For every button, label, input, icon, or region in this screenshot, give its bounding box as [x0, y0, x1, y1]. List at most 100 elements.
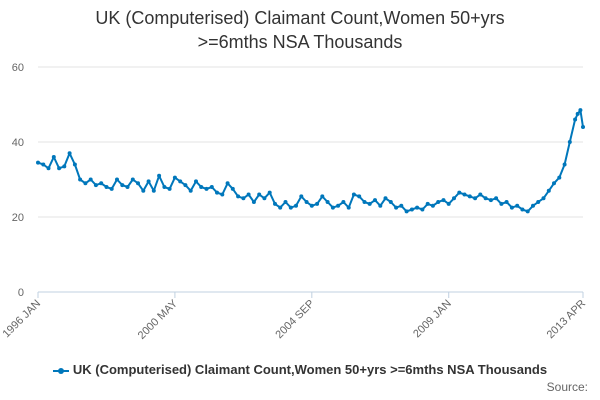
data-point: [278, 205, 283, 210]
data-point: [104, 185, 109, 189]
data-point: [362, 200, 367, 204]
legend-series-label: UK (Computerised) Claimant Count,Women 5…: [72, 362, 548, 377]
data-point: [157, 173, 162, 178]
data-point: [383, 196, 388, 201]
y-tick-label: 40: [12, 137, 24, 149]
data-point: [172, 175, 177, 180]
data-point: [536, 200, 541, 204]
data-point: [225, 181, 230, 186]
data-point: [499, 201, 504, 206]
data-point: [67, 151, 72, 156]
data-point: [457, 190, 462, 195]
data-point: [483, 196, 488, 201]
data-point: [83, 181, 88, 186]
data-point: [562, 162, 567, 167]
data-point: [230, 186, 235, 191]
data-point: [509, 205, 514, 210]
data-point: [436, 200, 441, 204]
data-point: [251, 200, 256, 204]
data-point: [373, 198, 377, 203]
data-point: [36, 160, 40, 165]
data-point: [178, 179, 183, 184]
data-point: [109, 186, 114, 191]
chart-title-line-1: UK (Computerised) Claimant Count,Women 5…: [95, 8, 505, 28]
data-point: [520, 207, 525, 212]
chart-title: UK (Computerised) Claimant Count,Women 5…: [0, 6, 600, 54]
data-point: [125, 185, 130, 189]
data-point: [504, 200, 509, 204]
data-point: [41, 162, 46, 167]
data-point: [581, 125, 585, 129]
data-point: [409, 207, 414, 212]
data-point: [525, 209, 530, 214]
data-point: [273, 201, 277, 206]
data-point: [330, 205, 335, 210]
x-tick-label: 2013 APR: [545, 298, 589, 342]
data-point: [167, 186, 172, 191]
data-point: [204, 186, 209, 191]
data-point: [404, 209, 409, 214]
data-point: [72, 162, 77, 167]
data-point: [573, 117, 578, 122]
data-point: [351, 192, 356, 197]
data-point: [78, 177, 83, 182]
data-point: [557, 175, 562, 180]
data-point: [462, 192, 467, 197]
data-point: [141, 188, 146, 193]
data-point: [209, 185, 214, 189]
data-point: [146, 179, 151, 184]
data-point: [494, 196, 499, 201]
data-point: [394, 205, 399, 210]
data-point: [62, 164, 67, 169]
data-point: [315, 201, 320, 206]
chart-title-line-2: >=6mths NSA Thousands: [197, 32, 403, 52]
data-point: [136, 181, 140, 186]
data-point: [120, 183, 125, 188]
data-point: [115, 177, 119, 182]
data-point: [399, 203, 404, 208]
data-point: [215, 190, 219, 195]
series-line: [37, 109, 584, 213]
data-point: [546, 188, 551, 193]
data-point: [194, 179, 198, 184]
data-point: [93, 183, 98, 188]
data-point: [51, 155, 56, 159]
data-point: [88, 177, 93, 182]
data-point: [246, 192, 251, 197]
data-point: [430, 203, 435, 208]
data-point: [220, 192, 225, 197]
data-point: [283, 200, 288, 204]
data-point: [441, 198, 446, 203]
data-point: [341, 200, 346, 204]
data-point: [452, 196, 456, 201]
data-point: [378, 203, 383, 208]
y-tick-label: 20: [12, 212, 24, 224]
legend[interactable]: UK (Computerised) Claimant Count,Women 5…: [0, 362, 600, 377]
data-point: [130, 177, 135, 182]
data-point: [552, 181, 556, 186]
data-point: [415, 205, 420, 210]
data-point: [478, 192, 483, 197]
data-point: [183, 183, 188, 188]
legend-line-marker-icon: [52, 366, 69, 376]
data-point: [420, 207, 425, 212]
x-tick-label: 2004 SEP: [273, 298, 317, 342]
data-point: [488, 198, 493, 203]
data-point: [299, 194, 304, 199]
data-point: [288, 205, 293, 210]
data-point: [346, 205, 351, 210]
data-point: [467, 194, 472, 199]
data-point: [531, 203, 535, 208]
data-point: [473, 196, 478, 201]
data-point: [304, 200, 309, 204]
data-point: [367, 201, 372, 206]
data-point: [357, 194, 362, 199]
data-point: [99, 181, 104, 186]
x-tick-label: 2009 JAN: [411, 298, 454, 341]
data-point: [309, 203, 314, 208]
data-point: [188, 188, 193, 193]
data-point: [567, 140, 572, 144]
data-point: [199, 185, 204, 189]
data-point: [262, 196, 267, 201]
